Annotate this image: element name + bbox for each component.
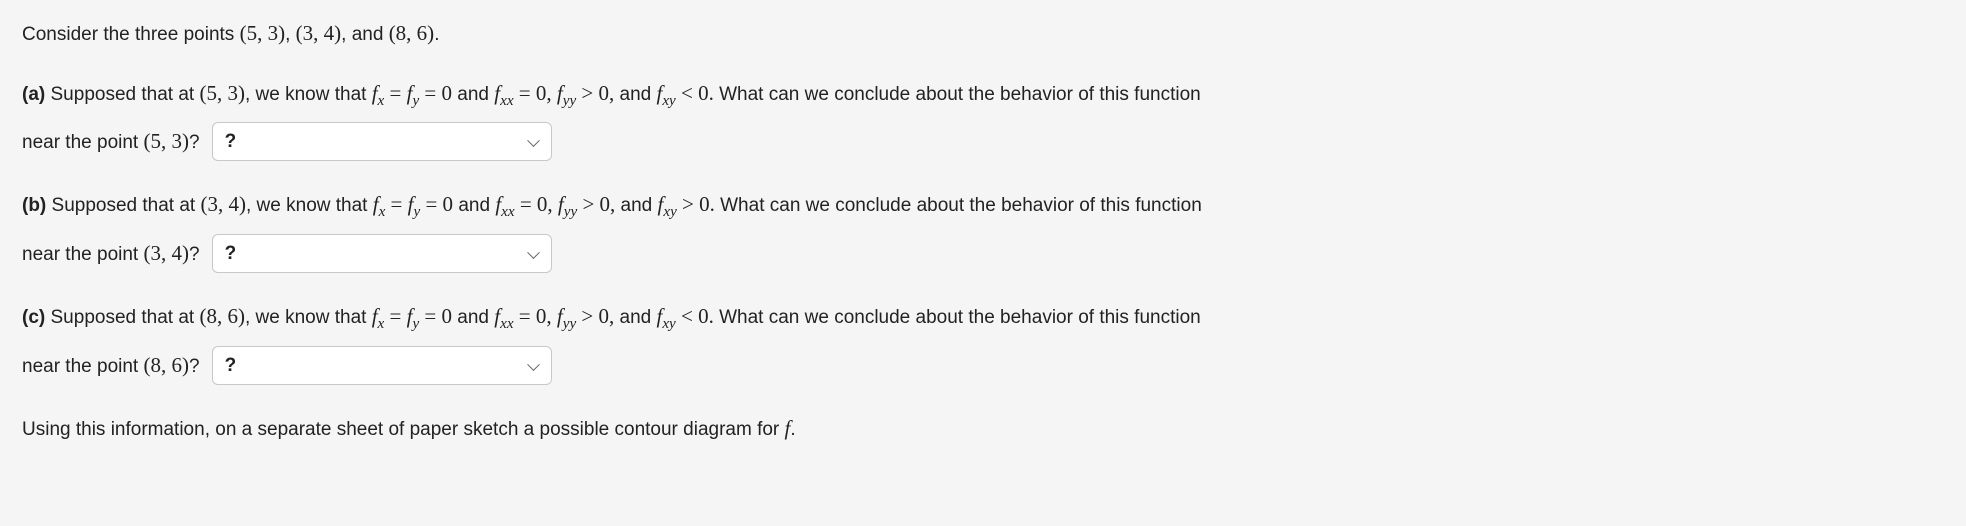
final-instruction: Using this information, on a separate sh…: [22, 413, 1944, 445]
intro-prefix: Consider the three points: [22, 24, 240, 45]
part-b-fxx-val: = 0,: [515, 192, 558, 216]
part-b-select[interactable]: ?: [212, 234, 552, 273]
part-a-fxy-val: < 0.: [676, 81, 719, 105]
part-c-fxy-val: < 0.: [676, 304, 719, 328]
part-a-t3: and: [452, 84, 494, 105]
part-c-fyy-val: > 0,: [576, 304, 619, 328]
part-c-line1: (c) Supposed that at (8, 6), we know tha…: [22, 301, 1944, 336]
part-a: (a) Supposed that at (5, 3), we know tha…: [22, 78, 1944, 162]
part-a-point: (5, 3): [199, 81, 245, 105]
part-c-select-wrap: ?: [212, 346, 552, 385]
part-c-fyy-sub: yy: [563, 316, 576, 332]
part-b: (b) Supposed that at (3, 4), we know tha…: [22, 189, 1944, 273]
part-a-fxy-sub: xy: [662, 93, 675, 109]
part-b-t3: and: [453, 195, 495, 216]
intro-point-2: (3, 4): [296, 21, 342, 45]
part-b-point: (3, 4): [201, 192, 247, 216]
part-c-l2-prefix: near the point: [22, 356, 143, 377]
intro-point-3: (8, 6): [389, 21, 435, 45]
part-c-fxx-val: = 0,: [514, 304, 557, 328]
part-a-label: (a): [22, 84, 45, 105]
part-a-fyy-sub: yy: [563, 93, 576, 109]
part-b-l2-point: (3, 4): [143, 241, 189, 265]
part-c-eq-mid: =: [384, 304, 406, 328]
final-period: .: [790, 419, 795, 440]
part-b-fxx-sub: xx: [501, 205, 514, 221]
part-a-t5: What can we conclude about the behavior …: [719, 84, 1201, 105]
part-c-t2: , we know that: [245, 307, 372, 328]
part-a-t2: , we know that: [245, 84, 372, 105]
part-b-t5: What can we conclude about the behavior …: [720, 195, 1202, 216]
part-b-select-wrap: ?: [212, 234, 552, 273]
part-b-eq0: = 0: [420, 192, 453, 216]
part-c-l2-point: (8, 6): [143, 353, 189, 377]
part-a-l2-point: (5, 3): [143, 129, 189, 153]
intro-text: Consider the three points (5, 3), (3, 4)…: [22, 18, 1944, 50]
part-c: (c) Supposed that at (8, 6), we know tha…: [22, 301, 1944, 385]
part-a-eq-mid: =: [384, 81, 406, 105]
part-a-line1: (a) Supposed that at (5, 3), we know tha…: [22, 78, 1944, 113]
part-a-fxx-val: = 0,: [514, 81, 557, 105]
part-b-l2-q: ?: [189, 244, 200, 265]
part-b-t2: , we know that: [246, 195, 373, 216]
part-c-eq0: = 0: [419, 304, 452, 328]
part-c-select[interactable]: ?: [212, 346, 552, 385]
part-a-line2: near the point (5, 3)? ?: [22, 122, 1944, 161]
part-c-t4: and: [620, 307, 657, 328]
part-b-fyy-sub: yy: [564, 205, 577, 221]
intro-sep-2: , and: [341, 24, 389, 45]
part-c-t5: What can we conclude about the behavior …: [719, 307, 1201, 328]
part-a-select-wrap: ?: [212, 122, 552, 161]
part-c-point: (8, 6): [199, 304, 245, 328]
part-b-t4: and: [621, 195, 658, 216]
part-c-fxy-sub: xy: [662, 316, 675, 332]
part-a-t4: and: [620, 84, 657, 105]
part-b-l2-prefix: near the point: [22, 244, 143, 265]
part-b-line1: (b) Supposed that at (3, 4), we know tha…: [22, 189, 1944, 224]
part-b-fxy-sub: xy: [663, 205, 676, 221]
part-a-eq0: = 0: [419, 81, 452, 105]
part-b-label: (b): [22, 195, 46, 216]
part-b-eq-mid: =: [385, 192, 407, 216]
intro-point-1: (5, 3): [240, 21, 286, 45]
part-a-t1: Supposed that at: [45, 84, 199, 105]
part-c-l2-q: ?: [189, 356, 200, 377]
part-a-fxx-sub: xx: [500, 93, 513, 109]
part-b-line2: near the point (3, 4)? ?: [22, 234, 1944, 273]
part-c-line2-text: near the point (8, 6)?: [22, 350, 200, 382]
intro-sep-1: ,: [285, 24, 296, 45]
part-c-line2: near the point (8, 6)? ?: [22, 346, 1944, 385]
final-text: Using this information, on a separate sh…: [22, 419, 785, 440]
part-a-l2-prefix: near the point: [22, 132, 143, 153]
part-b-line2-text: near the point (3, 4)?: [22, 238, 200, 270]
part-b-fxy-val: > 0.: [677, 192, 720, 216]
part-a-line2-text: near the point (5, 3)?: [22, 126, 200, 158]
part-b-fyy-val: > 0,: [577, 192, 620, 216]
part-a-select[interactable]: ?: [212, 122, 552, 161]
part-c-t3: and: [452, 307, 494, 328]
part-c-t1: Supposed that at: [45, 307, 199, 328]
intro-suffix: .: [434, 24, 439, 45]
part-a-fyy-val: > 0,: [576, 81, 619, 105]
part-c-label: (c): [22, 307, 45, 328]
part-b-t1: Supposed that at: [46, 195, 200, 216]
part-a-l2-q: ?: [189, 132, 200, 153]
part-c-fxx-sub: xx: [500, 316, 513, 332]
